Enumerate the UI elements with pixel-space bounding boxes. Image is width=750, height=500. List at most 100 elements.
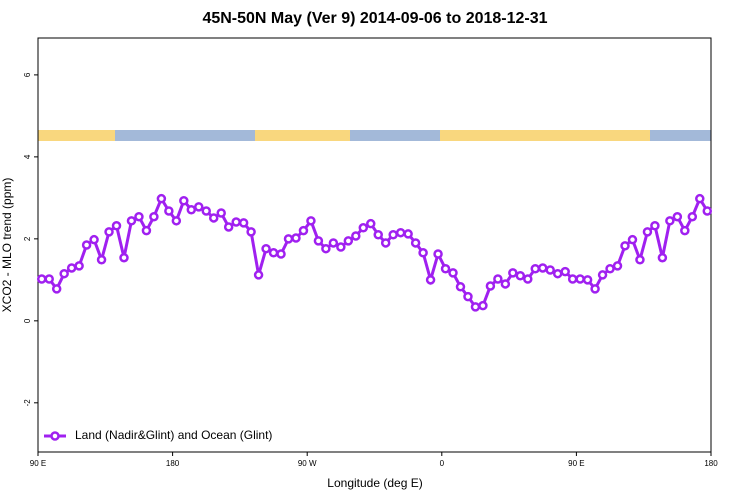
- data-point: [328, 238, 339, 248]
- data-point: [500, 279, 511, 289]
- data-point: [657, 252, 668, 263]
- data-point: [680, 225, 690, 236]
- data-point: [194, 202, 204, 212]
- chart-title: 45N-50N May (Ver 9) 2014-09-06 to 2018-1…: [202, 10, 547, 27]
- x-axis-label: Longitude (deg E): [327, 476, 422, 490]
- data-point: [530, 264, 541, 274]
- data-point: [485, 281, 496, 291]
- legend-label: Land (Nadir&Glint) and Ocean (Glint): [75, 428, 272, 442]
- data-point: [567, 274, 578, 284]
- data-point: [605, 264, 615, 274]
- data-point: [448, 268, 458, 278]
- data-point: [201, 206, 211, 216]
- y-tick-label: 2: [23, 236, 32, 241]
- data-point: [351, 231, 361, 241]
- data-point: [261, 243, 271, 254]
- map-strip: [38, 130, 711, 141]
- data-point: [96, 255, 107, 265]
- data-point: [635, 255, 645, 265]
- data-point: [560, 266, 570, 277]
- data-point: [650, 220, 660, 231]
- ocean-strip: [38, 130, 711, 141]
- data-point: [336, 242, 346, 252]
- data-point: [642, 227, 653, 237]
- data-point: [358, 223, 369, 233]
- x-tick-label: 0: [440, 459, 445, 468]
- x-tick-label: 90 W: [298, 459, 317, 468]
- data-point: [36, 274, 47, 284]
- data-point: [119, 252, 129, 263]
- data-point: [171, 216, 182, 226]
- data-point: [238, 218, 249, 228]
- data-point: [665, 216, 675, 226]
- data-point: [545, 265, 555, 275]
- data-point: [111, 220, 122, 231]
- y-axis-label: XCO2 - MLO trend (ppm): [0, 178, 14, 313]
- data-point: [134, 211, 144, 222]
- data-point: [612, 261, 623, 271]
- y-tick-label: 4: [23, 154, 32, 159]
- data-point: [164, 206, 174, 216]
- data-point: [366, 218, 376, 229]
- data-point: [298, 225, 309, 236]
- data-point: [186, 204, 197, 215]
- data-point: [231, 217, 241, 227]
- data-point: [418, 248, 428, 258]
- data-point: [51, 284, 62, 294]
- data-point: [440, 264, 451, 274]
- data-point: [156, 193, 167, 204]
- data-point: [253, 270, 264, 280]
- data-point: [582, 275, 593, 285]
- data-point: [388, 230, 398, 240]
- data-point: [508, 268, 518, 278]
- data-point: [380, 238, 391, 248]
- data-point: [104, 227, 114, 237]
- data-point: [403, 229, 413, 239]
- data-point: [291, 233, 301, 243]
- land-strip: [440, 130, 650, 141]
- data-point: [620, 241, 630, 251]
- plot-frame: [37, 37, 712, 453]
- data-point: [672, 211, 683, 222]
- data-point: [702, 206, 713, 216]
- data-point: [433, 249, 443, 259]
- data-point: [470, 302, 481, 312]
- x-tick-label: 180: [166, 459, 180, 468]
- data-point: [575, 274, 585, 284]
- data-point: [216, 208, 226, 218]
- data-point: [89, 234, 99, 245]
- data-point: [313, 236, 324, 246]
- data-point: [276, 249, 286, 259]
- data-point: [455, 282, 466, 292]
- data-point: [59, 268, 69, 279]
- data-point: [627, 234, 638, 245]
- data-point: [74, 261, 84, 271]
- data-point: [463, 291, 473, 302]
- data-point: [425, 275, 436, 285]
- x-tick-label: 90 E: [30, 459, 46, 468]
- data-point: [515, 270, 526, 281]
- data-point: [478, 300, 488, 311]
- x-tick-label: 90 E: [568, 459, 584, 468]
- data-point: [306, 216, 316, 226]
- data-point: [695, 193, 705, 204]
- data-point: [149, 211, 159, 222]
- legend-marker: [50, 431, 60, 441]
- y-tick-label: 0: [23, 318, 32, 323]
- data-point: [141, 225, 152, 236]
- data-point: [373, 230, 383, 240]
- y-tick-label: 6: [23, 72, 32, 77]
- data-point: [66, 263, 77, 273]
- data-point: [321, 243, 331, 254]
- data-point: [179, 195, 189, 206]
- data-point: [81, 240, 92, 250]
- data-point: [126, 216, 137, 226]
- data-point: [538, 263, 548, 273]
- data-point: [44, 274, 54, 284]
- data-point: [410, 238, 421, 248]
- data-point: [283, 234, 294, 244]
- data-point: [687, 211, 698, 222]
- data-point: [493, 274, 503, 284]
- data-point: [523, 274, 533, 284]
